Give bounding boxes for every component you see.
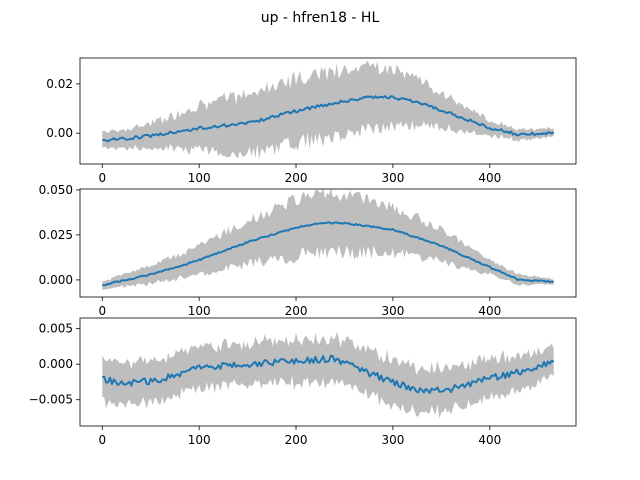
mean-line <box>102 354 555 394</box>
x-tick-label: 300 <box>381 304 404 318</box>
x-tick-label: 200 <box>285 304 308 318</box>
confidence-band <box>102 60 554 160</box>
y-tick-label: 0.050 <box>39 183 73 197</box>
axes-frame <box>79 57 577 165</box>
subplot-1: 0 100 200 300 400 0.00 0.02 <box>46 57 577 185</box>
x-tick-label: 100 <box>188 304 211 318</box>
subplot-3: 0 100 200 300 400 −0.005 0.000 0.005 <box>29 317 577 447</box>
plot-area <box>102 60 555 160</box>
mean-line <box>102 95 555 143</box>
confidence-band <box>102 189 554 290</box>
plot-area <box>102 332 555 419</box>
y-tick-label: 0.02 <box>46 77 73 91</box>
x-tick-label: 300 <box>381 171 404 185</box>
axes-frame <box>79 188 577 298</box>
y-tick-label: −0.005 <box>29 393 73 407</box>
x-tick-label: 0 <box>98 304 106 318</box>
y-tick-label: 0.025 <box>39 228 73 242</box>
x-tick-label: 400 <box>478 433 501 447</box>
y-tick-label: 0.005 <box>39 322 73 336</box>
x-tick-label: 0 <box>98 171 106 185</box>
x-tick-label: 100 <box>188 433 211 447</box>
x-tick-label: 300 <box>381 433 404 447</box>
subplot-2: 0 100 200 300 400 0.000 0.025 0.050 <box>39 183 577 318</box>
y-tick-label: 0.00 <box>46 126 73 140</box>
y-tick-label: 0.000 <box>39 357 73 371</box>
figure-suptitle: up - hfren18 - HL <box>261 10 380 26</box>
x-tick-label: 200 <box>285 433 308 447</box>
confidence-band <box>102 332 554 419</box>
x-tick-label: 400 <box>478 171 501 185</box>
plot-area <box>102 189 555 290</box>
axes-frame <box>79 317 577 427</box>
x-tick-label: 100 <box>188 171 211 185</box>
x-tick-label: 0 <box>98 433 106 447</box>
mean-line <box>102 221 555 287</box>
y-tick-label: 0.000 <box>39 273 73 287</box>
x-tick-label: 400 <box>478 304 501 318</box>
x-tick-label: 200 <box>285 171 308 185</box>
